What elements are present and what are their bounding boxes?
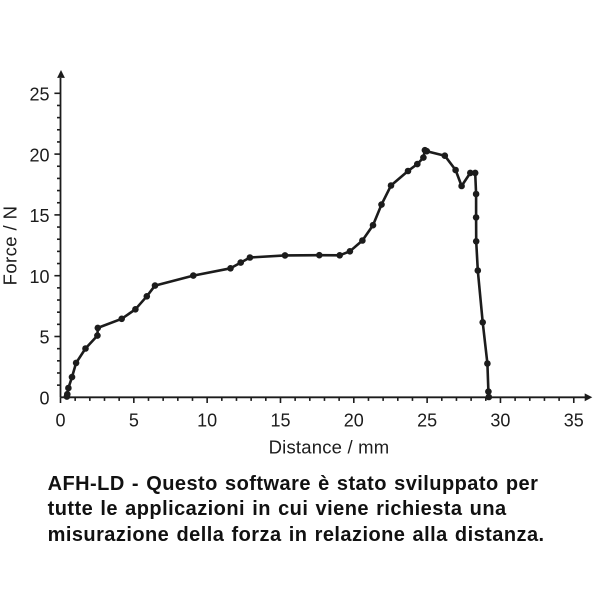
- svg-text:5: 5: [39, 328, 49, 348]
- svg-text:30: 30: [490, 411, 510, 431]
- svg-text:20: 20: [29, 145, 49, 165]
- svg-text:Distance / mm: Distance / mm: [269, 437, 390, 458]
- svg-text:25: 25: [417, 411, 437, 431]
- svg-text:0: 0: [55, 411, 65, 431]
- svg-text:20: 20: [344, 411, 364, 431]
- svg-text:15: 15: [29, 206, 49, 226]
- svg-text:5: 5: [129, 411, 139, 431]
- svg-text:10: 10: [29, 267, 49, 287]
- svg-text:0: 0: [39, 389, 49, 409]
- svg-text:10: 10: [197, 411, 217, 431]
- svg-text:15: 15: [270, 411, 290, 431]
- svg-text:Force / N: Force / N: [0, 206, 21, 286]
- svg-text:25: 25: [29, 85, 49, 105]
- svg-text:35: 35: [564, 411, 584, 431]
